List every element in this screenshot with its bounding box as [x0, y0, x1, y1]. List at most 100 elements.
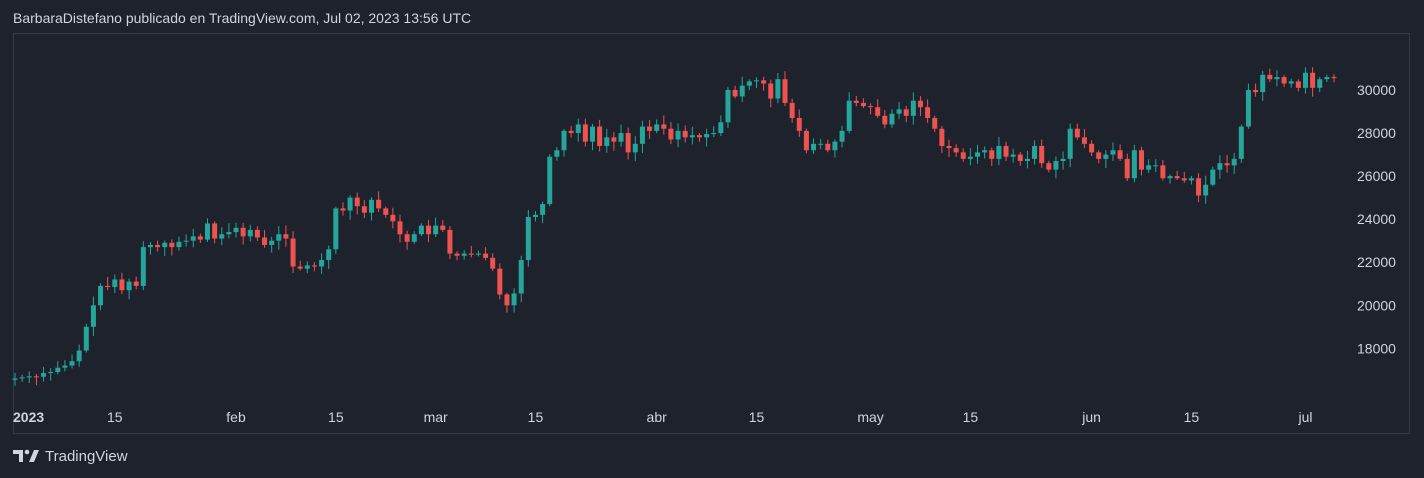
candle[interactable] [511, 288, 517, 313]
candle[interactable] [1310, 67, 1316, 97]
candle[interactable] [932, 115, 938, 133]
candle[interactable] [1295, 79, 1301, 92]
candle[interactable] [1081, 128, 1087, 149]
candle[interactable] [26, 371, 32, 383]
candle[interactable] [290, 231, 296, 274]
candle[interactable] [411, 231, 417, 244]
candle[interactable] [1046, 160, 1052, 173]
candle[interactable] [1174, 170, 1180, 180]
candle[interactable] [554, 147, 560, 161]
candle[interactable] [454, 251, 460, 261]
candle[interactable] [575, 118, 581, 142]
candle[interactable] [1096, 150, 1102, 164]
candle[interactable] [803, 128, 809, 154]
candle[interactable] [960, 148, 966, 162]
candle[interactable] [739, 76, 745, 103]
candle[interactable] [1032, 140, 1038, 165]
tradingview-brand[interactable]: TradingView [13, 447, 128, 465]
candle[interactable] [1167, 174, 1173, 184]
candle[interactable] [782, 71, 788, 106]
candle[interactable] [205, 218, 211, 243]
candle[interactable] [1245, 83, 1251, 129]
candle[interactable] [547, 154, 553, 207]
candle[interactable] [126, 278, 132, 300]
candle[interactable] [647, 120, 653, 139]
candle[interactable] [889, 109, 895, 128]
candle[interactable] [582, 118, 588, 147]
candle[interactable] [1267, 68, 1273, 83]
candle[interactable] [846, 92, 852, 134]
candle[interactable] [825, 139, 831, 153]
candle[interactable] [247, 224, 253, 242]
candle[interactable] [433, 217, 439, 238]
candle[interactable] [975, 144, 981, 164]
candle[interactable] [1324, 74, 1330, 83]
candle[interactable] [497, 263, 503, 300]
candle[interactable] [262, 230, 268, 248]
candle[interactable] [1010, 148, 1016, 163]
candle[interactable] [1196, 173, 1202, 203]
candle[interactable] [1281, 75, 1287, 88]
candle[interactable] [105, 276, 111, 291]
candle[interactable] [219, 227, 225, 246]
candle[interactable] [447, 226, 453, 260]
candle[interactable] [147, 242, 153, 255]
candle[interactable] [604, 128, 610, 153]
candle[interactable] [1089, 140, 1095, 156]
candle[interactable] [483, 247, 489, 261]
candle[interactable] [953, 144, 959, 157]
candle[interactable] [818, 139, 824, 150]
candle[interactable] [1288, 78, 1294, 88]
candle[interactable] [611, 132, 617, 151]
candle[interactable] [426, 219, 432, 243]
candle[interactable] [41, 366, 47, 382]
candle[interactable] [340, 202, 346, 216]
candle[interactable] [297, 260, 303, 271]
candle[interactable] [197, 233, 203, 244]
candle[interactable] [518, 255, 524, 303]
candle[interactable] [461, 250, 467, 260]
candle[interactable] [304, 261, 310, 274]
candle[interactable] [12, 373, 18, 386]
candle[interactable] [704, 128, 710, 147]
candle[interactable] [112, 274, 118, 293]
candle[interactable] [1060, 151, 1066, 170]
candle[interactable] [1110, 142, 1116, 161]
candle[interactable] [155, 240, 161, 252]
candle[interactable] [1074, 123, 1080, 140]
candle[interactable] [860, 98, 866, 109]
candle[interactable] [839, 125, 845, 148]
candle[interactable] [397, 214, 403, 243]
candle[interactable] [169, 239, 175, 256]
candle[interactable] [590, 123, 596, 151]
candle[interactable] [661, 115, 667, 135]
candle[interactable] [989, 147, 995, 166]
candle[interactable] [668, 122, 674, 145]
candle[interactable] [832, 139, 838, 158]
candle[interactable] [326, 245, 332, 269]
candle[interactable] [1103, 150, 1109, 168]
candle[interactable] [775, 72, 781, 104]
candle[interactable] [347, 195, 353, 220]
candle[interactable] [711, 126, 717, 137]
candle[interactable] [875, 99, 881, 118]
candle[interactable] [1274, 70, 1280, 87]
candle[interactable] [1117, 144, 1123, 161]
candle[interactable] [753, 77, 759, 89]
candle[interactable] [383, 206, 389, 218]
candle[interactable] [996, 136, 1002, 166]
candle[interactable] [1238, 124, 1244, 163]
candle[interactable] [561, 128, 567, 157]
candle[interactable] [418, 223, 424, 237]
candle[interactable] [319, 253, 325, 274]
candle[interactable] [1210, 166, 1216, 187]
candle[interactable] [1067, 123, 1073, 168]
candle[interactable] [1302, 67, 1308, 94]
candle[interactable] [853, 95, 859, 107]
candle[interactable] [240, 222, 246, 245]
candle[interactable] [925, 99, 931, 123]
candle[interactable] [689, 126, 695, 145]
candle[interactable] [440, 220, 446, 233]
candle[interactable] [276, 226, 282, 250]
